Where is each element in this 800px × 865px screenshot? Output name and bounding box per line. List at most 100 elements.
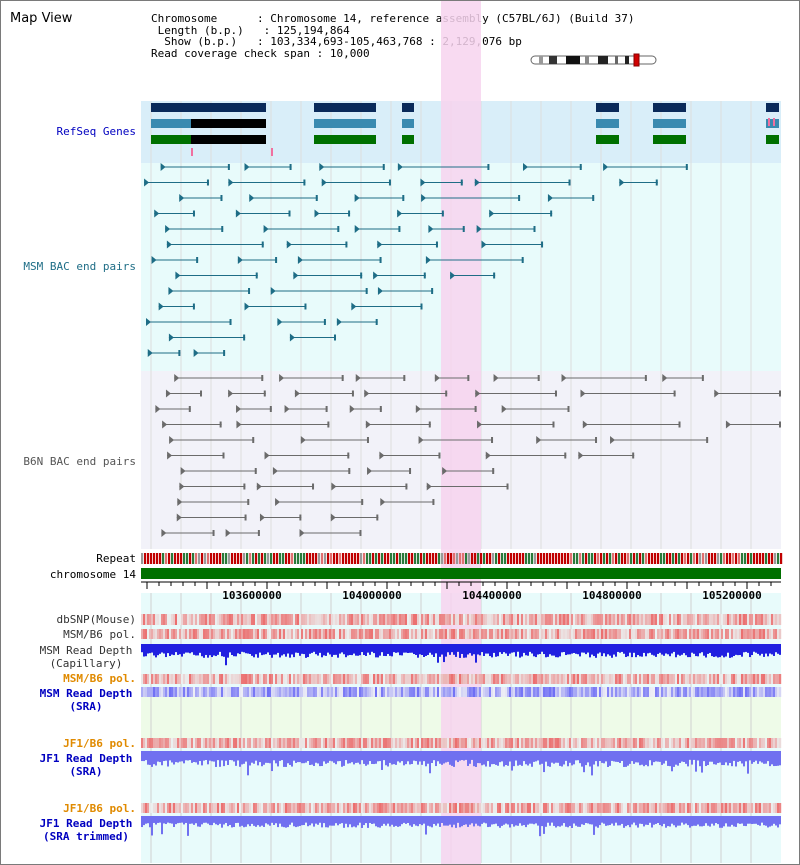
jf1-depth-trim-bar	[289, 816, 291, 825]
jf1-b6-pol-trim-heat	[619, 803, 622, 813]
jf1-depth-sra-bar	[673, 751, 675, 767]
msm-depth-sra-heat	[333, 687, 336, 697]
msm-b6-pol-heat	[369, 629, 372, 639]
msm-depth-sra-heat	[765, 687, 768, 697]
jf1-depth-trim-bar	[283, 816, 285, 828]
msm-b6-pol-sra-heat	[443, 674, 446, 684]
jf1-depth-sra-bar	[637, 751, 639, 763]
b6n-bac-pair-end	[359, 530, 362, 536]
msm-depth-sra-heat	[251, 687, 254, 697]
msm-b6-pol-sra-heat	[191, 674, 194, 684]
jf1-b6-pol-sra-heat	[601, 738, 604, 748]
jf1-b6-pol-sra-heat	[307, 738, 310, 748]
msm-depth-cap-bar	[245, 644, 247, 654]
track-label-repeat[interactable]: Repeat	[96, 552, 136, 565]
msm-depth-sra-heat	[239, 687, 242, 697]
jf1-b6-pol-sra-heat	[421, 738, 424, 748]
track-label-chromosome[interactable]: chromosome 14	[49, 568, 136, 581]
track-label-jf1-depth-trim[interactable]: JF1 Read Depth (SRA trimmed)	[31, 817, 141, 843]
msm-b6-pol-heat	[523, 629, 526, 639]
jf1-b6-pol-sra-heat	[669, 738, 672, 748]
msm-depth-cap-bar	[531, 644, 533, 654]
msm-b6-pol-sra-heat	[327, 674, 330, 684]
msm-depth-cap-bar	[439, 644, 441, 657]
track-label-msm-b6-pol-cap[interactable]: MSM/B6 pol.	[63, 628, 136, 641]
dbsnp-heat	[551, 614, 554, 625]
msm-b6-pol-sra-heat	[285, 674, 288, 684]
dbsnp-heat	[519, 614, 522, 625]
track-label-jf1-b6-pol-trim[interactable]: JF1/B6 pol.	[63, 802, 136, 815]
msm-b6-pol-heat	[527, 629, 530, 639]
jf1-depth-trim-bar	[661, 816, 663, 827]
msm-b6-pol-heat	[427, 629, 430, 639]
jf1-b6-pol-trim-heat	[421, 803, 424, 813]
msm-b6-pol-sra-heat	[411, 674, 414, 684]
jf1-b6-pol-trim-heat	[505, 803, 508, 813]
msm-depth-sra-heat	[521, 687, 524, 697]
jf1-b6-pol-sra-heat	[247, 738, 250, 748]
b6n-bac-pair-end	[582, 420, 588, 429]
msm-bac-pair-end	[365, 288, 368, 294]
msm-depth-sra-heat	[165, 687, 168, 697]
track-label-jf1-b6-pol-sra[interactable]: JF1/B6 pol.	[63, 737, 136, 750]
msm-b6-pol-sra-heat	[309, 674, 312, 684]
msm-b6-pol-sra-heat	[519, 674, 522, 684]
msm-depth-cap-bar	[399, 644, 401, 656]
msm-bac-pair-end	[237, 256, 243, 264]
track-label-msm-depth-cap[interactable]: MSM Read Depth (Capillary)	[31, 644, 141, 670]
msm-b6-pol-sra-heat	[143, 674, 146, 684]
jf1-depth-trim-bar	[381, 816, 383, 826]
track-label-b6n-bac[interactable]: B6N BAC end pairs	[23, 455, 136, 468]
msm-b6-pol-heat	[705, 629, 708, 639]
jf1-b6-pol-trim-heat	[497, 803, 500, 813]
jf1-depth-trim-bar	[727, 816, 729, 827]
track-label-msm-depth-sra[interactable]: MSM Read Depth (SRA)	[31, 687, 141, 713]
jf1-depth-sra-bar	[335, 751, 337, 765]
msm-b6-pol-sra-heat	[461, 674, 464, 684]
jf1-depth-trim-bar	[735, 816, 737, 827]
track-label-refseq[interactable]: RefSeq Genes	[56, 125, 136, 138]
jf1-depth-sra-bar	[493, 751, 495, 765]
track-label-dbsnp[interactable]: dbSNP(Mouse)	[56, 613, 136, 626]
track-label-jf1-depth-sra[interactable]: JF1 Read Depth (SRA)	[31, 752, 141, 778]
msm-depth-sra-heat	[169, 687, 172, 697]
jf1-depth-trim-bar	[141, 816, 143, 828]
dbsnp-heat	[373, 614, 376, 625]
dbsnp-heat	[753, 614, 756, 625]
msm-depth-cap-bar	[183, 644, 185, 654]
msm-bac-pair-end	[421, 194, 427, 202]
b6n-bac-pair-end	[361, 499, 364, 505]
jf1-depth-trim-bar	[695, 816, 697, 826]
msm-depth-sra-heat	[195, 687, 198, 697]
jf1-b6-pol-sra-heat	[179, 738, 182, 748]
msm-b6-pol-sra-heat	[607, 674, 610, 684]
msm-depth-sra-heat	[411, 687, 414, 697]
jf1-depth-trim-bar	[217, 816, 219, 826]
jf1-b6-pol-trim-heat	[237, 803, 240, 813]
jf1-b6-pol-sra-heat	[457, 738, 460, 748]
jf1-b6-pol-trim-heat	[761, 803, 764, 813]
jf1-b6-pol-sra-heat	[701, 738, 704, 748]
jf1-depth-trim-bar	[543, 816, 545, 834]
msm-b6-pol-heat	[563, 629, 566, 639]
dbsnp-heat	[675, 614, 678, 625]
msm-b6-pol-sra-heat	[631, 674, 634, 684]
msm-depth-sra-heat	[719, 687, 722, 697]
jf1-b6-pol-trim-heat	[557, 803, 560, 813]
msm-depth-cap-bar	[155, 644, 157, 658]
msm-depth-sra-heat	[211, 687, 214, 697]
jf1-depth-trim-bar	[321, 816, 323, 828]
msm-depth-sra-heat	[229, 687, 232, 697]
jf1-depth-trim-bar	[705, 816, 707, 824]
b6n-bac-pair-end	[632, 452, 635, 459]
msm-b6-pol-sra-heat	[331, 674, 334, 684]
dbsnp-heat	[561, 614, 564, 625]
jf1-b6-pol-sra-heat	[455, 738, 458, 748]
msm-depth-cap-bar	[771, 644, 773, 655]
jf1-b6-pol-trim-heat	[393, 803, 396, 813]
jf1-b6-pol-trim-heat	[617, 803, 620, 813]
msm-bac-pair-end	[592, 195, 595, 201]
track-label-msm-bac[interactable]: MSM BAC end pairs	[23, 260, 136, 273]
track-label-msm-b6-pol-sra[interactable]: MSM/B6 pol.	[63, 672, 136, 685]
